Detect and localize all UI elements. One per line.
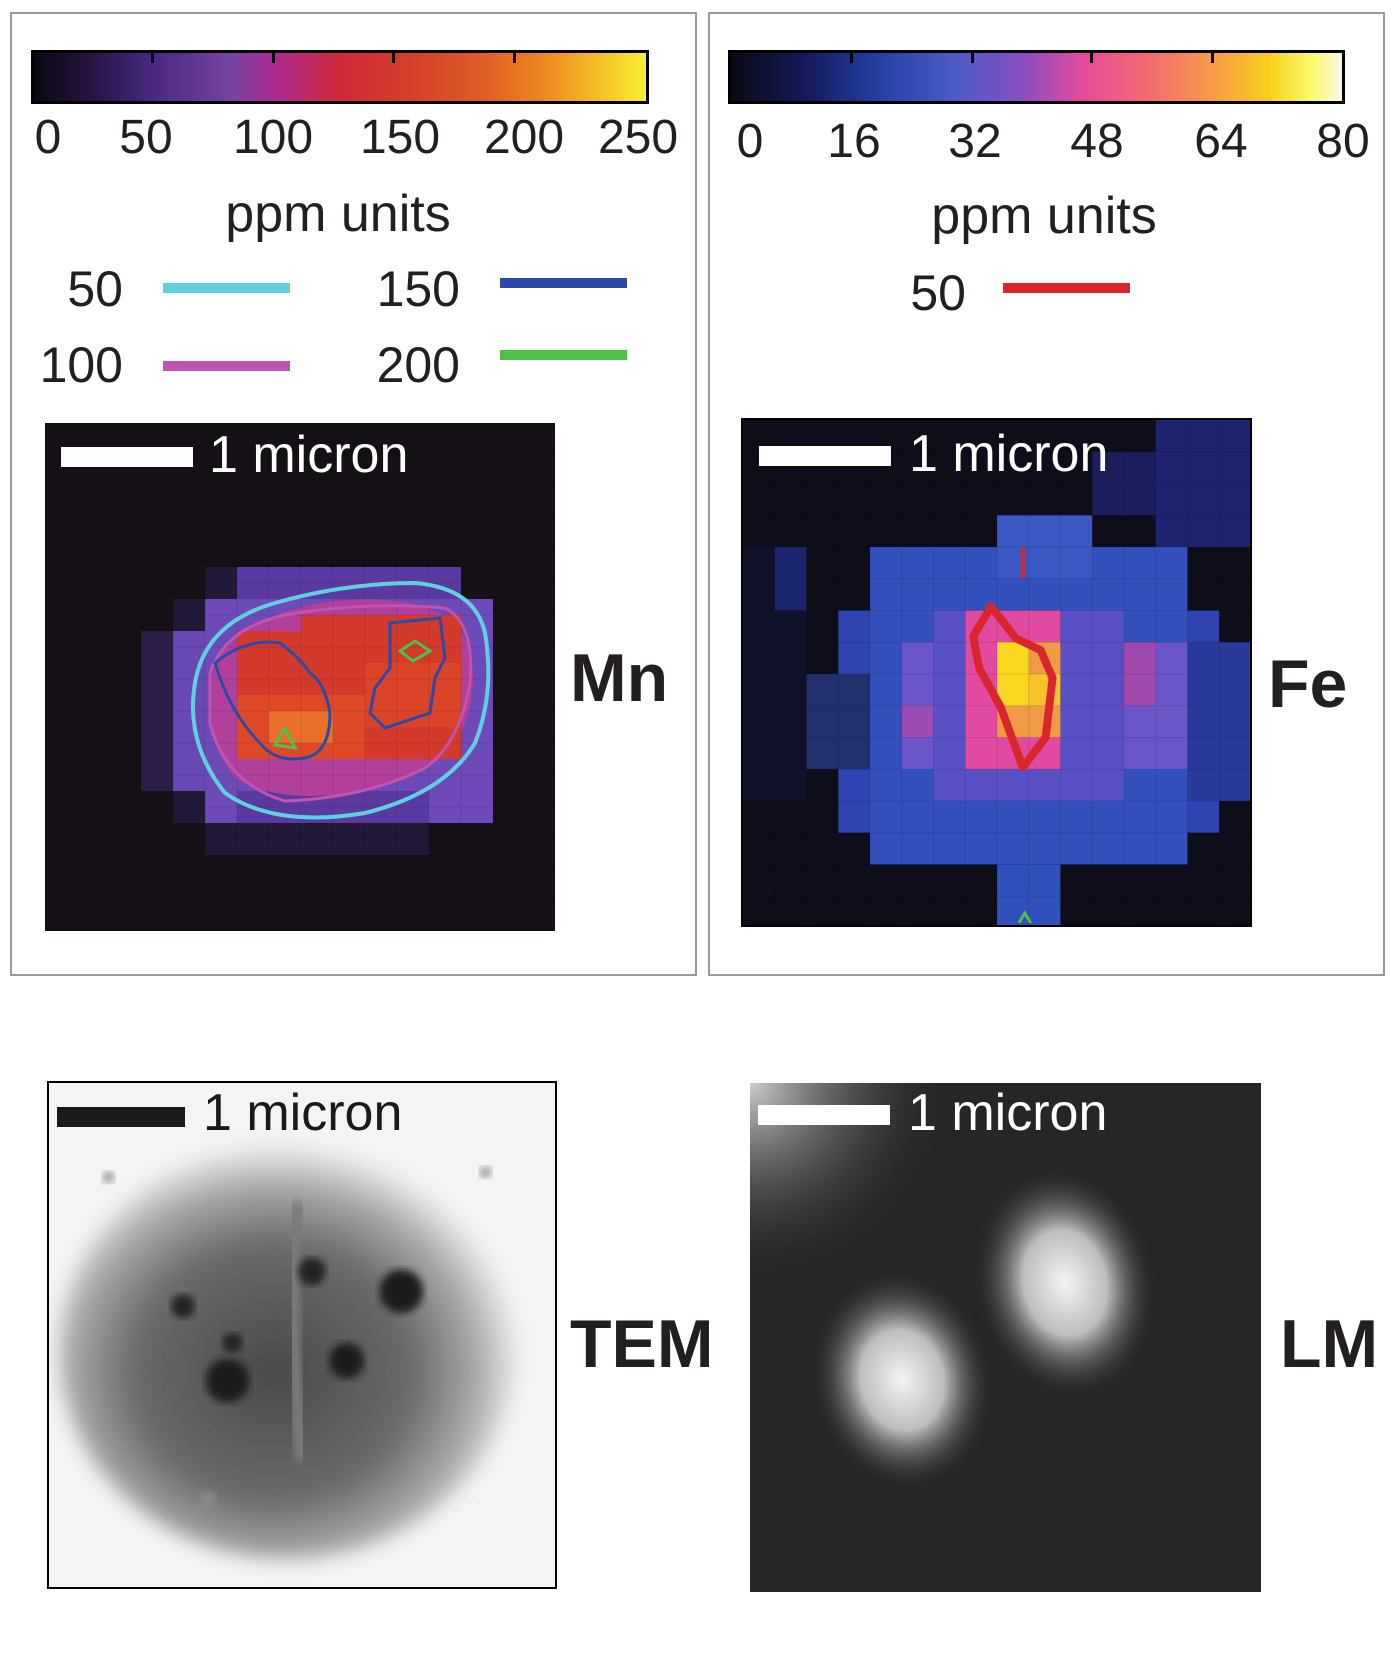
fe-element-label: Fe xyxy=(1268,646,1348,722)
mn-tick-250: 250 xyxy=(597,111,679,164)
lm-scale-label: 1 micron xyxy=(908,1084,1108,1142)
fe-legend-50-label: 50 xyxy=(910,265,966,321)
mn-map-image xyxy=(45,423,555,931)
tem-micrograph xyxy=(49,1083,555,1587)
lm-image: 1 micron xyxy=(750,1083,1261,1592)
mn-colorbar xyxy=(31,50,649,104)
tem-label: TEM xyxy=(570,1306,714,1382)
mn-tick-150: 150 xyxy=(359,111,441,164)
mn-legend-50-label: 50 xyxy=(67,261,123,317)
mn-panel-frame xyxy=(10,12,697,976)
mn-legend-200-label: 200 xyxy=(376,337,460,393)
mn-legend-50-line xyxy=(163,283,290,293)
tem-image: 1 micron xyxy=(47,1081,557,1589)
fe-tick-80: 80 xyxy=(1316,115,1370,168)
fe-scale-bar xyxy=(759,446,891,466)
mn-element-label: Mn xyxy=(570,640,669,716)
mn-tick-50: 50 xyxy=(119,111,173,164)
mn-legend-150-line xyxy=(500,278,627,288)
fe-map: 1 micron xyxy=(741,418,1252,927)
fe-map-image xyxy=(743,420,1250,925)
fe-unit-label: ppm units xyxy=(931,187,1157,245)
fe-panel-frame xyxy=(708,12,1385,976)
fe-tick-48: 48 xyxy=(1070,115,1124,168)
mn-tick-0: 0 xyxy=(34,111,62,164)
mn-map: 1 micron xyxy=(45,423,555,931)
mn-tick-100: 100 xyxy=(232,111,314,164)
mn-legend-100-label: 100 xyxy=(39,337,123,393)
tem-scale-bar xyxy=(57,1107,185,1127)
lm-scale-bar xyxy=(758,1105,890,1125)
mn-legend-100-line xyxy=(163,361,290,371)
fe-colorbar xyxy=(728,50,1345,104)
mn-scale-bar xyxy=(61,447,193,467)
fe-legend-50-line xyxy=(1003,283,1130,293)
lm-micrograph xyxy=(750,1083,1261,1592)
tem-scale-label: 1 micron xyxy=(203,1084,403,1142)
fe-tick-32: 32 xyxy=(948,115,1002,168)
mn-unit-label: ppm units xyxy=(225,185,451,243)
fe-tick-16: 16 xyxy=(827,115,881,168)
mn-tick-200: 200 xyxy=(483,111,565,164)
fe-scale-label: 1 micron xyxy=(909,425,1109,483)
lm-label: LM xyxy=(1280,1306,1379,1382)
mn-scale-label: 1 micron xyxy=(209,426,409,484)
fe-tick-64: 64 xyxy=(1194,115,1248,168)
mn-legend-150-label: 150 xyxy=(376,261,460,317)
fe-tick-0: 0 xyxy=(736,115,764,168)
mn-legend-200-line xyxy=(500,350,627,360)
